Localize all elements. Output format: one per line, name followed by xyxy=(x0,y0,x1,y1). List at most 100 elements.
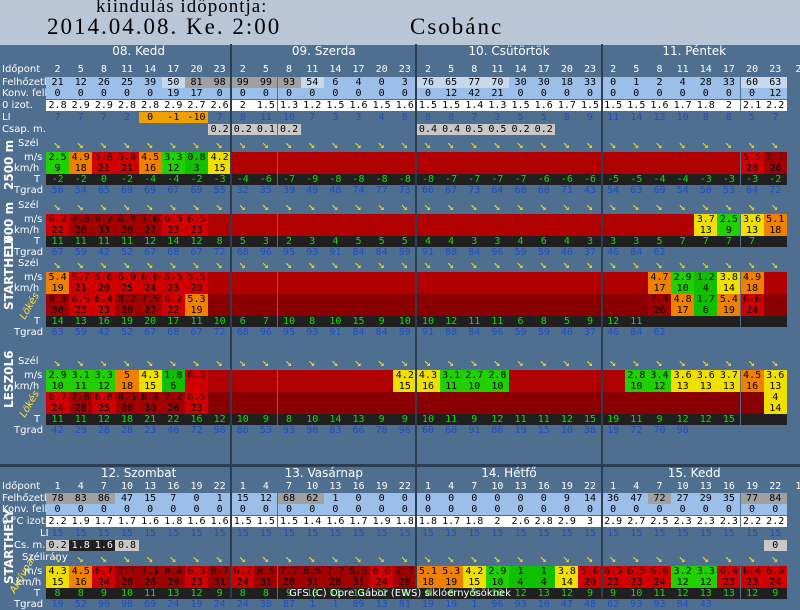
conv-cloud-cell: 0 xyxy=(254,504,278,515)
freezing-level-cell: 1.7 xyxy=(115,516,139,527)
freezing-level-cell: 1.5 xyxy=(277,516,301,527)
wind-speed-ms: 3.3 xyxy=(694,566,718,577)
gust-speed-kmh: 30 xyxy=(115,305,139,316)
conv-cloud-cell: 0 xyxy=(277,504,301,515)
tgrad-cell: 48 xyxy=(329,185,342,196)
gust-speed-kmh xyxy=(416,403,440,414)
day-header-top: 10. Csütörtök xyxy=(468,44,550,58)
conv-cloud-cell: 0 xyxy=(346,504,371,515)
gust-speed-ms xyxy=(323,294,347,305)
freezing-level-cell: 2.8 xyxy=(46,100,70,111)
wind-direction-arrow: ↘ xyxy=(701,257,709,271)
wind-speed-ms: 3.1 xyxy=(69,370,93,381)
temperature-cell: 5 xyxy=(231,236,255,247)
hour-cell: 4 xyxy=(77,481,84,492)
temperature-cell: 8 xyxy=(69,588,93,599)
temperature-cell: 3 xyxy=(601,236,625,247)
wind-speed-ms xyxy=(416,272,440,283)
wind-speed-ms xyxy=(208,272,232,283)
precip-cell: 0.2 xyxy=(231,124,255,135)
wind-speed-kmh xyxy=(231,225,255,236)
temperature-cell: -7 xyxy=(462,174,486,185)
wind-speed-ms xyxy=(300,272,324,283)
wind-speed-ms xyxy=(439,152,463,163)
tgrad-cell: 88 xyxy=(445,247,458,258)
gust-speed-kmh xyxy=(323,305,347,316)
wind-direction-arrow: ↘ xyxy=(192,551,200,565)
tgrad-cell: 88 xyxy=(445,327,458,338)
gust-speed-ms: 4.8 xyxy=(671,294,695,305)
wind-direction-arrow: ↘ xyxy=(261,355,269,369)
wind-direction-arrow: ↘ xyxy=(308,199,316,213)
tgrad-cell: 63 xyxy=(51,327,64,338)
tgrad-cell: 19 xyxy=(421,599,434,610)
cloud-cover-cell: 47 xyxy=(624,493,648,504)
freezing-level-cell: 1.8 xyxy=(416,516,440,527)
wind-speed-kmh: 13 xyxy=(671,381,695,392)
tgrad-cell xyxy=(671,327,694,338)
temperature-cell: 9 xyxy=(393,414,417,425)
wind-speed-kmh xyxy=(647,225,672,236)
temperature-cell: 12 xyxy=(740,588,764,599)
wind-speed-ms xyxy=(601,272,625,283)
conv-cloud-cell: 0 xyxy=(717,504,741,515)
wind-speed-ms xyxy=(277,214,301,225)
temperature-cell: -8 xyxy=(370,174,394,185)
freezing-level-cell: 1.6 xyxy=(346,100,371,111)
tgrad-cell: 67 xyxy=(190,247,203,258)
freezing-level-cell: 2.2 xyxy=(46,516,70,527)
wind-speed-kmh: 24 xyxy=(138,283,162,294)
gust-speed-ms: 6.8 xyxy=(92,392,116,403)
wind-speed-ms: 6.5 xyxy=(161,272,185,283)
tgrad-cell: 13 xyxy=(375,599,388,610)
conv-cloud-cell: 0 xyxy=(231,88,255,99)
wind-speed-ms: 4.5 xyxy=(740,370,764,381)
tgrad-cell: 96 xyxy=(491,247,504,258)
tgrad-cell: 71 xyxy=(560,185,573,196)
temperature-cell: 9 xyxy=(578,588,602,599)
tgrad-cell: 69 xyxy=(144,185,157,196)
tgrad-cell: 52 xyxy=(74,599,87,610)
freezing-level-cell: 1.6 xyxy=(532,100,556,111)
li-cell: 8 xyxy=(401,112,408,123)
cloud-cover-cell: 62 xyxy=(300,493,324,504)
gust-speed-ms xyxy=(277,392,301,403)
tgrad-cell: 50 xyxy=(699,185,712,196)
wind-speed-kmh: 12 xyxy=(161,163,185,174)
wind-speed-kmh: 25 xyxy=(115,283,139,294)
row-label-tgrad: Tgrad xyxy=(14,247,44,258)
wind-direction-arrow: ↘ xyxy=(632,355,640,369)
temperature-cell: 11 xyxy=(624,316,648,327)
wind-speed-kmh: 23 xyxy=(184,225,209,236)
day-header-bottom: 15. Kedd xyxy=(667,466,721,480)
cloud-cover-cell: 98 xyxy=(208,77,232,88)
wind-speed-kmh xyxy=(647,163,672,174)
location-name: Csobánc xyxy=(410,14,504,39)
wind-direction-arrow: ↘ xyxy=(261,199,269,213)
freezing-level-cell: 1.7 xyxy=(671,100,695,111)
gust-speed-kmh xyxy=(346,403,371,414)
tgrad-cell: 91 xyxy=(329,327,342,338)
gust-speed-ms xyxy=(323,392,347,403)
wind-direction-arrow: ↘ xyxy=(678,137,686,151)
wind-speed-ms: 5.6 xyxy=(92,272,116,283)
wind-direction-arrow: ↘ xyxy=(701,199,709,213)
hour-cell: 10 xyxy=(676,481,689,492)
freezing-level-cell: 1.5 xyxy=(416,100,440,111)
li-cell: 15 xyxy=(537,528,550,539)
precip-cell: 0.5 xyxy=(485,124,509,135)
temperature-cell: 8 xyxy=(277,414,301,425)
tgrad-cell: 98 xyxy=(676,425,689,436)
wind-direction-arrow: ↘ xyxy=(354,551,362,565)
tgrad-cell: 95 xyxy=(283,327,296,338)
row-label-conv: Konv. felh. xyxy=(2,88,54,99)
tgrad-cell: 74 xyxy=(352,185,365,196)
conv-cloud-cell: 21 xyxy=(485,88,509,99)
cloud-cover-cell: 33 xyxy=(578,77,602,88)
freezing-level-cell: 1.6 xyxy=(323,516,347,527)
temperature-cell: 13 xyxy=(161,588,185,599)
hour-cell: 23 xyxy=(213,64,226,75)
wind-speed-ms: 4.3 xyxy=(416,370,440,381)
tgrad-cell: 60 xyxy=(537,185,550,196)
li-cell: 15 xyxy=(259,528,272,539)
